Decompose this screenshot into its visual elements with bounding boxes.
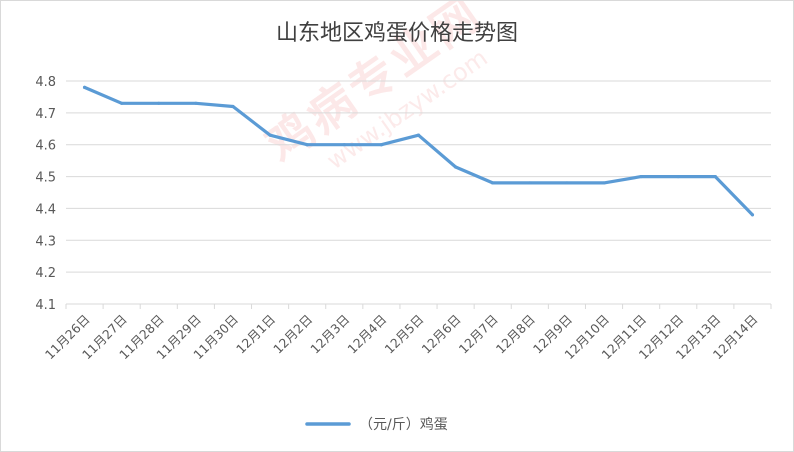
data-point <box>565 181 569 185</box>
x-tick-label: 12月6日 <box>419 312 464 357</box>
y-tick-label: 4.2 <box>35 266 56 281</box>
x-tick-label: 12月7日 <box>456 312 501 357</box>
data-point <box>268 133 272 137</box>
data-point <box>528 181 532 185</box>
data-point <box>379 143 383 147</box>
y-tick-label: 4.4 <box>35 202 56 217</box>
y-tick-label: 4.5 <box>35 171 56 186</box>
y-tick-label: 4.7 <box>35 107 56 122</box>
y-tick-label: 4.6 <box>35 139 56 154</box>
data-point <box>231 104 235 109</box>
data-point <box>750 213 755 217</box>
data-point <box>120 101 124 105</box>
y-tick-label: 4.1 <box>35 298 56 313</box>
data-point <box>82 85 87 89</box>
x-tick-label: 12月5日 <box>381 312 426 357</box>
y-tick-label: 4.8 <box>35 75 56 90</box>
series-line <box>82 85 755 217</box>
data-point <box>342 143 346 147</box>
data-point <box>157 101 161 105</box>
data-point <box>602 181 606 185</box>
y-tick-label: 4.3 <box>35 234 56 249</box>
x-tick-label: 12月2日 <box>270 312 315 357</box>
data-point <box>639 174 643 179</box>
data-point <box>676 174 680 179</box>
data-point <box>491 181 495 185</box>
x-tick-label: 12月8日 <box>493 312 538 357</box>
x-tick-label: 12月4日 <box>344 312 389 357</box>
legend-label: （元/斤）鸡蛋 <box>359 416 448 433</box>
x-tick-label: 12月1日 <box>233 312 278 357</box>
data-point <box>416 133 421 137</box>
data-point <box>454 165 458 169</box>
chart-title: 山东地区鸡蛋价格走势图 <box>275 21 518 46</box>
data-point <box>194 101 198 105</box>
data-point <box>305 143 309 147</box>
x-tick-label: 12月3日 <box>307 312 352 357</box>
data-point <box>713 174 717 179</box>
